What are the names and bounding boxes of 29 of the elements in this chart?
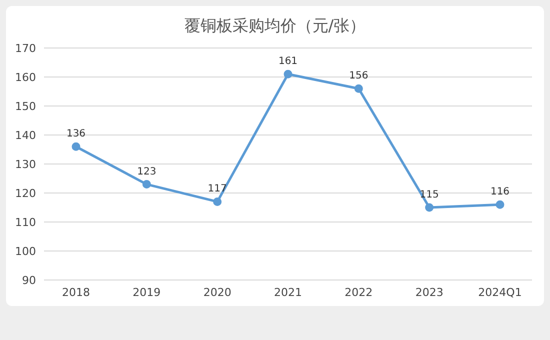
- y-tick-label: 160: [15, 70, 36, 84]
- x-tick-label: 2020: [203, 286, 232, 299]
- x-tick-label: 2024Q1: [478, 286, 522, 299]
- data-label: 116: [490, 186, 510, 198]
- point: [213, 197, 222, 206]
- y-tick-label: 140: [15, 128, 36, 142]
- y-tick-label: 90: [22, 274, 36, 287]
- y-tick-label: 130: [15, 158, 36, 171]
- point: [496, 200, 504, 209]
- chart-title: 覆铜板采购均价（元/张）: [184, 16, 366, 35]
- point: [284, 70, 292, 78]
- y-tick-label: 110: [15, 216, 36, 229]
- point: [425, 203, 434, 212]
- data-label: 156: [349, 70, 368, 82]
- x-tick-label: 2018: [62, 286, 90, 299]
- y-tick-label: 150: [15, 100, 36, 113]
- x-tick-label: 2022: [344, 286, 373, 299]
- point: [142, 180, 151, 189]
- y-tick-label: 170: [15, 42, 36, 55]
- data-label: 136: [66, 128, 86, 140]
- point: [354, 84, 363, 93]
- y-tick-label: 100: [15, 244, 36, 258]
- x-tick-label: 2021: [274, 286, 302, 299]
- x-tick-label: 2023: [415, 286, 444, 299]
- y-tick-label: 120: [15, 186, 36, 200]
- x-tick-label: 2019: [132, 286, 161, 299]
- data-label: 161: [278, 56, 298, 68]
- point: [72, 142, 80, 151]
- data-label: 123: [137, 166, 156, 178]
